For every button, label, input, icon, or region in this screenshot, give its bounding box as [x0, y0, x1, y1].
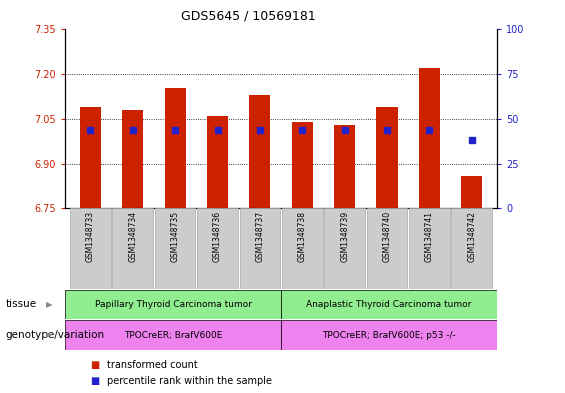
Text: TPOCreER; BrafV600E; p53 -/-: TPOCreER; BrafV600E; p53 -/-	[322, 331, 456, 340]
Text: transformed count: transformed count	[107, 360, 198, 370]
Text: ■: ■	[90, 360, 99, 370]
Text: GSM1348740: GSM1348740	[383, 211, 392, 262]
Text: GSM1348733: GSM1348733	[86, 211, 95, 262]
Bar	[80, 107, 101, 208]
Text: ■: ■	[90, 376, 99, 386]
Text: GSM1348736: GSM1348736	[213, 211, 222, 262]
Bar	[281, 320, 497, 350]
Bar	[451, 208, 492, 289]
Text: ▶: ▶	[46, 300, 53, 309]
Text: GSM1348742: GSM1348742	[467, 211, 476, 262]
Bar	[164, 88, 186, 208]
Text: GSM1348734: GSM1348734	[128, 211, 137, 262]
Text: ▶: ▶	[46, 331, 53, 339]
Bar	[207, 116, 228, 208]
Bar	[409, 208, 450, 289]
Bar	[419, 68, 440, 208]
Bar	[334, 125, 355, 208]
Text: percentile rank within the sample: percentile rank within the sample	[107, 376, 272, 386]
Text: Anaplastic Thyroid Carcinoma tumor: Anaplastic Thyroid Carcinoma tumor	[306, 300, 472, 309]
Text: GSM1348737: GSM1348737	[255, 211, 264, 262]
Bar	[249, 95, 271, 208]
Bar	[282, 208, 323, 289]
Text: GSM1348735: GSM1348735	[171, 211, 180, 262]
Text: GSM1348739: GSM1348739	[340, 211, 349, 262]
Bar	[240, 208, 280, 289]
Text: GDS5645 / 10569181: GDS5645 / 10569181	[181, 10, 316, 23]
Bar	[292, 122, 313, 208]
Bar	[281, 290, 497, 319]
Bar	[65, 320, 281, 350]
Bar	[197, 208, 238, 289]
Bar	[324, 208, 365, 289]
Text: TPOCreER; BrafV600E: TPOCreER; BrafV600E	[124, 331, 222, 340]
Bar	[367, 208, 407, 289]
Text: GSM1348738: GSM1348738	[298, 211, 307, 262]
Text: genotype/variation: genotype/variation	[6, 330, 105, 340]
Bar	[70, 208, 111, 289]
Bar	[65, 290, 281, 319]
Bar	[155, 208, 195, 289]
Bar	[112, 208, 153, 289]
Bar	[376, 107, 398, 208]
Text: Papillary Thyroid Carcinoma tumor: Papillary Thyroid Carcinoma tumor	[94, 300, 251, 309]
Bar	[461, 176, 483, 208]
Text: GSM1348741: GSM1348741	[425, 211, 434, 262]
Bar	[122, 110, 144, 208]
Text: tissue: tissue	[6, 299, 37, 309]
